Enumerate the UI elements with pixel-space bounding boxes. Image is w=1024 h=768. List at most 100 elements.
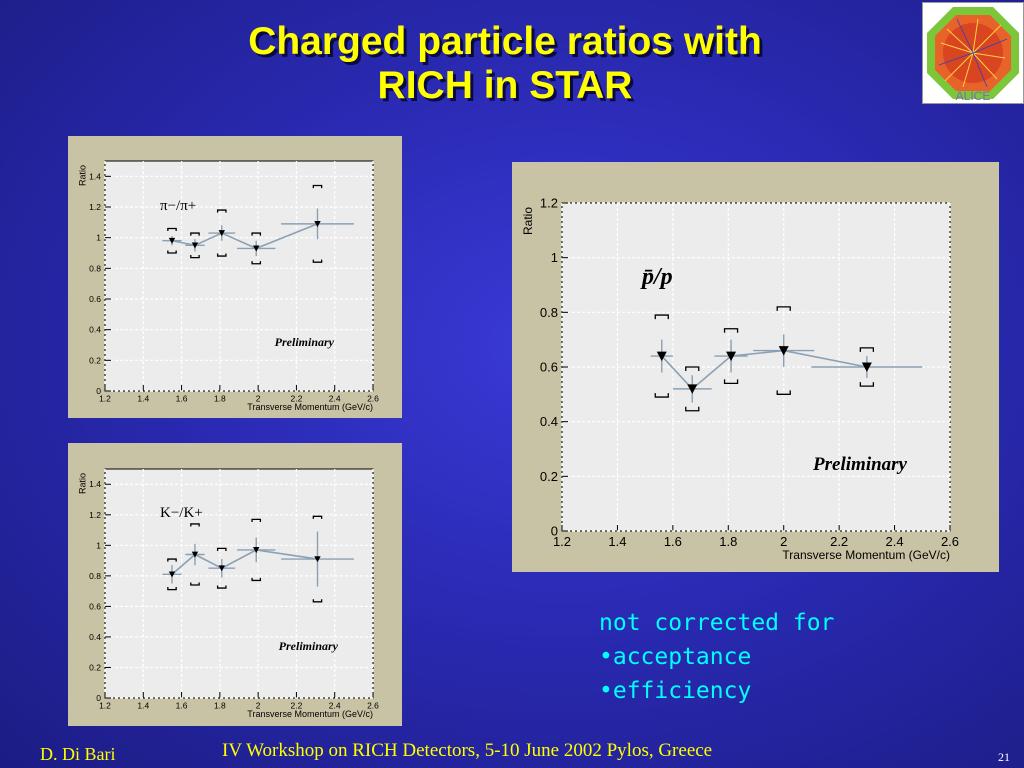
series-label: p̄/p xyxy=(640,264,673,290)
x-tick-label: 1.6 xyxy=(664,534,682,549)
y-tick-label: 0 xyxy=(551,524,558,539)
data-point xyxy=(753,306,815,395)
sys-bracket-upper xyxy=(167,227,177,232)
y-tick-label: 1.4 xyxy=(89,479,101,489)
proton-ratio-chart: 1.2 1.4 1.6 1.8 2 2.2 2.4 2.6 0 0.2 0.4 0.6 0.8 1 1.2 T… xyxy=(521,196,959,562)
sys-bracket-lower xyxy=(251,261,262,265)
sys-bracket-lower xyxy=(216,585,227,589)
data-marker xyxy=(253,547,260,554)
data-point xyxy=(672,366,712,412)
pion-ratio-panel: 1.2 1.4 1.6 1.8 2 2.2 2.4 2.6 0 0.2 0.4 0.6 0.8 1 1.2 1… xyxy=(68,136,402,418)
y-tick-label: 0.4 xyxy=(540,414,558,429)
y-tick-label: 0.8 xyxy=(89,263,101,273)
page-number: 21 xyxy=(998,750,1010,764)
data-point xyxy=(281,515,354,603)
y-axis-title: Ratio xyxy=(77,165,87,186)
y-tick-label: 0.4 xyxy=(89,632,101,642)
sys-bracket-lower xyxy=(312,259,323,263)
x-axis-title: Transverse Momentum (GeV/c) xyxy=(247,402,373,412)
sys-bracket-lower xyxy=(216,253,227,257)
x-tick-label: 2.6 xyxy=(367,701,379,711)
data-marker xyxy=(861,362,872,372)
preliminary-label: Preliminary xyxy=(275,335,335,349)
y-tick-label: 1.2 xyxy=(540,196,558,211)
data-point xyxy=(281,184,354,263)
data-marker xyxy=(218,565,225,572)
title-line-2: RICH in STAR xyxy=(377,64,633,107)
note-line-2: •acceptance xyxy=(599,644,752,670)
x-tick-label: 2.2 xyxy=(291,701,303,711)
data-marker xyxy=(253,245,260,252)
y-tick-label: 0.4 xyxy=(89,325,101,335)
footer-conference: IV Workshop on RICH Detectors, 5-10 June… xyxy=(222,740,713,761)
data-point xyxy=(185,232,205,259)
x-axis-title: Transverse Momentum (GeV/c) xyxy=(247,709,373,719)
x-tick-label: 2 xyxy=(780,534,787,549)
x-tick-label: 2.4 xyxy=(329,701,341,711)
preliminary-label: Preliminary xyxy=(812,454,908,475)
alice-logo: ALICE xyxy=(922,2,1024,104)
data-marker xyxy=(314,220,321,228)
sys-bracket-lower xyxy=(723,379,739,385)
data-point xyxy=(714,328,748,385)
x-tick-label: 1.4 xyxy=(137,394,149,404)
sys-bracket-upper xyxy=(190,523,200,527)
footer-author: D. Di Bari xyxy=(40,744,116,764)
y-tick-label: 0 xyxy=(96,386,101,396)
sys-bracket-lower xyxy=(776,390,791,395)
sys-bracket-lower xyxy=(685,406,700,412)
x-tick-label: 1.8 xyxy=(214,701,226,711)
sys-bracket-lower xyxy=(654,393,669,398)
y-axis-title: Ratio xyxy=(77,473,87,494)
x-tick-label: 2 xyxy=(256,701,261,711)
y-tick-label: 0.2 xyxy=(89,662,101,672)
sys-bracket-upper xyxy=(216,547,227,551)
sys-bracket-upper xyxy=(859,347,875,352)
slide-title: Charged particle ratios with RICH in STA… xyxy=(150,20,860,108)
y-tick-label: 1.2 xyxy=(89,510,101,520)
sys-bracket-upper xyxy=(216,209,227,213)
correction-note: not corrected for •acceptance •efficienc… xyxy=(599,606,834,708)
x-tick-label: 2.4 xyxy=(329,394,341,404)
data-point xyxy=(650,314,673,398)
sys-bracket-lower xyxy=(167,587,177,591)
data-point xyxy=(185,523,205,586)
y-tick-label: 1.2 xyxy=(89,202,101,212)
data-marker xyxy=(687,384,698,394)
sys-bracket-upper xyxy=(312,515,323,519)
data-point xyxy=(237,232,276,265)
x-tick-label: 1.6 xyxy=(176,394,188,404)
data-marker xyxy=(218,230,225,237)
plot-area xyxy=(104,468,374,699)
x-tick-label: 1.6 xyxy=(176,701,188,711)
sys-bracket-upper xyxy=(251,232,262,236)
data-marker xyxy=(726,351,737,362)
sys-bracket-lower xyxy=(190,582,200,586)
data-marker xyxy=(191,551,199,558)
y-tick-label: 0.2 xyxy=(540,469,558,484)
sys-bracket-upper xyxy=(251,518,262,522)
x-tick-label: 2.2 xyxy=(830,534,848,549)
sys-bracket-lower xyxy=(190,255,200,259)
sys-bracket-upper xyxy=(776,306,791,311)
y-tick-label: 0.8 xyxy=(540,305,558,320)
x-axis-title: Transverse Momentum (GeV/c) xyxy=(782,548,950,562)
y-tick-label: 0.6 xyxy=(89,294,101,304)
alice-logo-graphic: ALICE xyxy=(927,7,1019,103)
x-tick-label: 1.2 xyxy=(99,394,111,404)
proton-ratio-panel: 1.2 1.4 1.6 1.8 2 2.2 2.4 2.6 0 0.2 0.4 0.6 0.8 1 1.2 T… xyxy=(512,162,999,572)
kaon-ratio-panel: 1.2 1.4 1.6 1.8 2 2.2 2.4 2.6 0 0.2 0.4 0.6 0.8 1 1.2 1… xyxy=(68,443,402,726)
note-line-1: not corrected for xyxy=(599,610,835,636)
data-point xyxy=(208,209,236,257)
logo-text: ALICE xyxy=(956,89,991,103)
data-marker xyxy=(168,571,176,578)
title-line-1: Charged particle ratios with xyxy=(248,20,762,63)
y-tick-label: 0 xyxy=(96,693,101,703)
x-tick-label: 2.6 xyxy=(367,394,379,404)
preliminary-label: Preliminary xyxy=(279,639,339,653)
sys-bracket-lower xyxy=(251,577,262,582)
y-tick-label: 0.2 xyxy=(89,355,101,365)
x-tick-label: 2.2 xyxy=(291,394,303,404)
x-tick-label: 2 xyxy=(256,394,261,404)
data-marker xyxy=(191,242,199,249)
